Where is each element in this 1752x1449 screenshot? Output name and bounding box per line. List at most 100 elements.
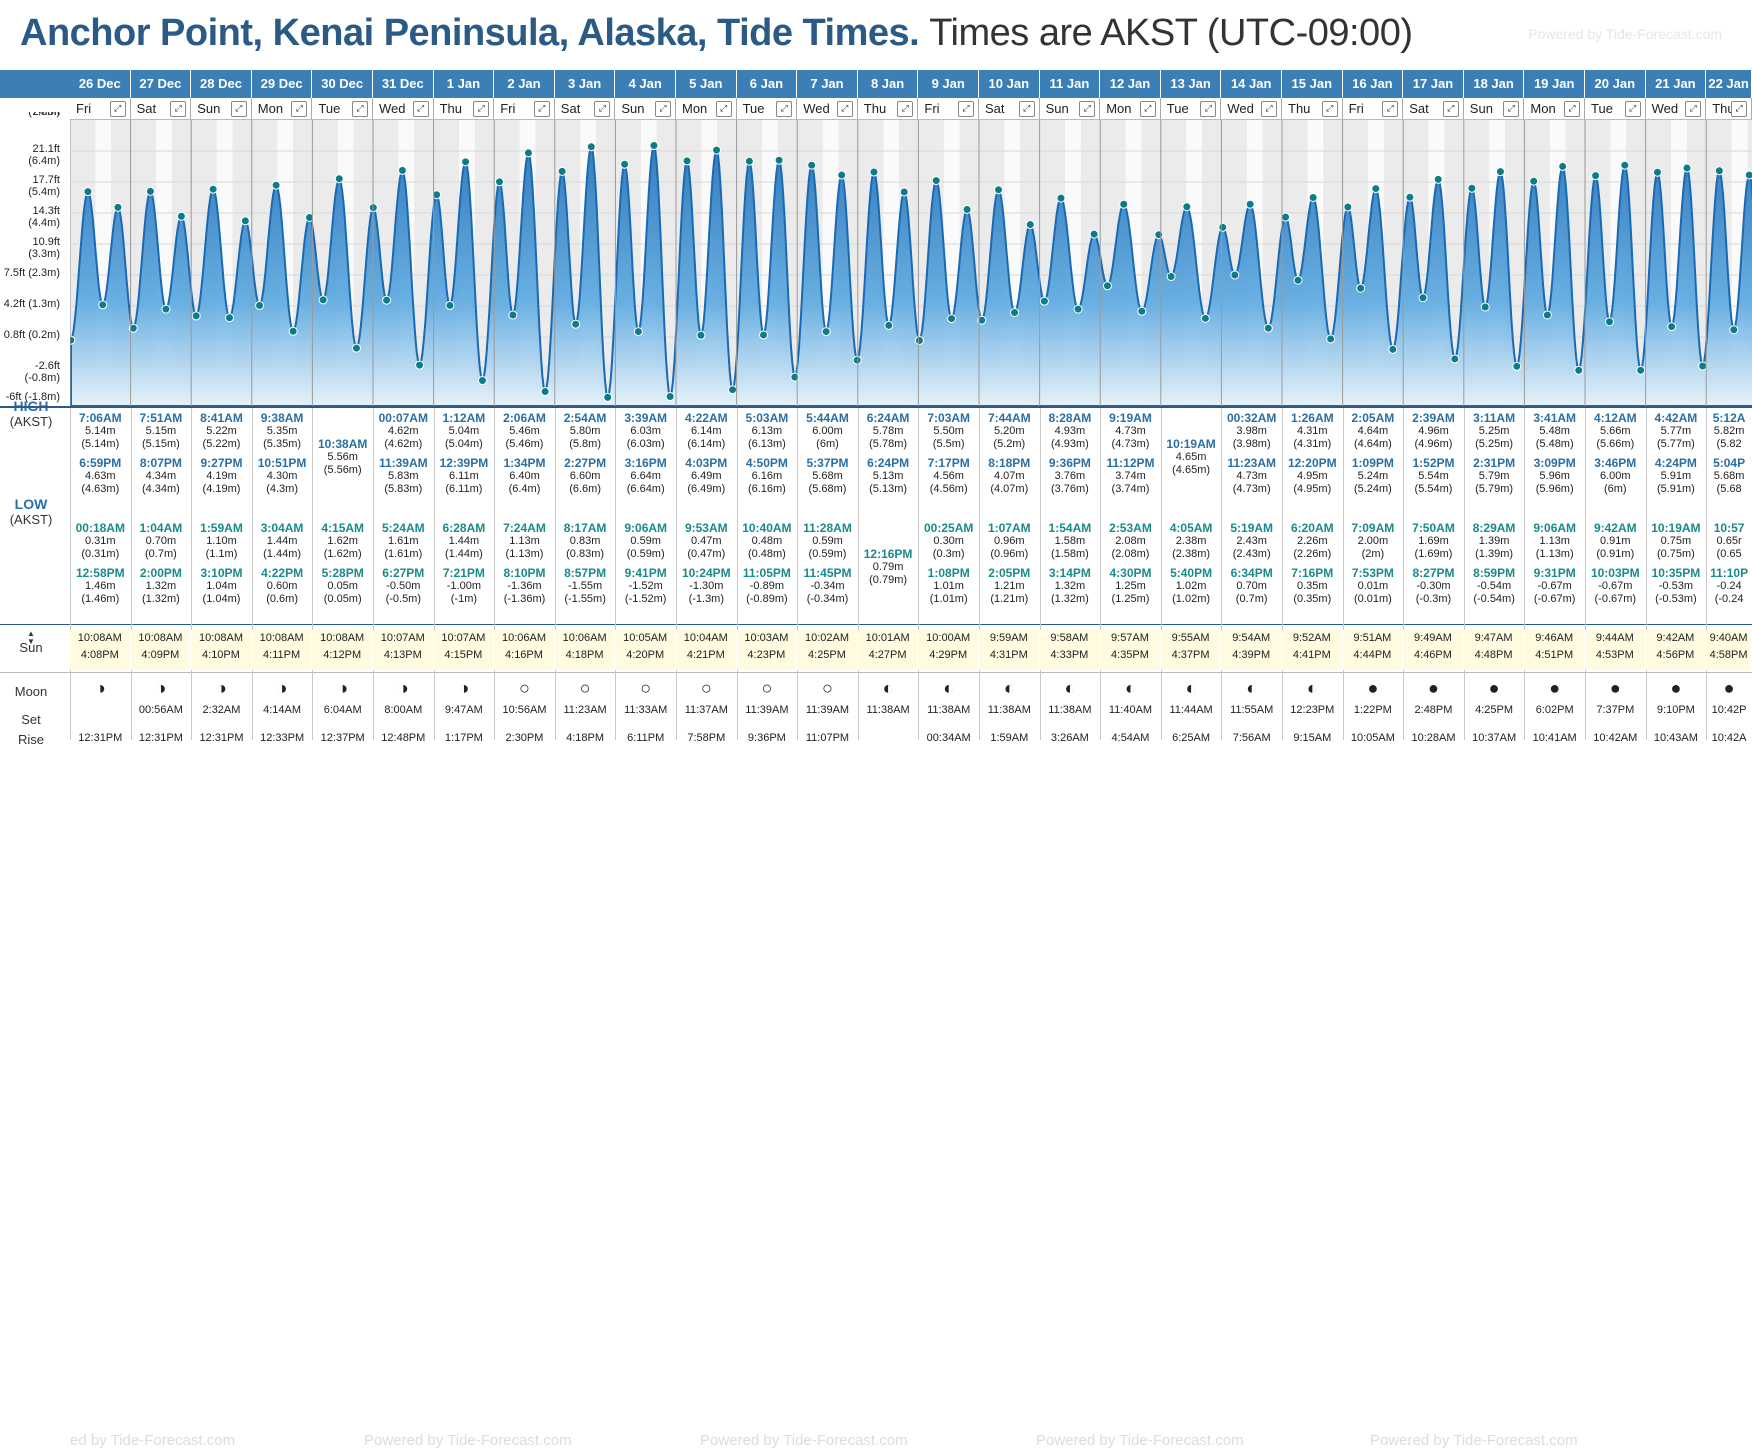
tide-extreme-point[interactable]	[1245, 199, 1255, 209]
expand-icon[interactable]: ⤢	[1200, 101, 1217, 117]
day-header[interactable]: Tue ⤢	[1160, 98, 1222, 120]
tide-extreme-point[interactable]	[1729, 325, 1739, 335]
tide-extreme-point[interactable]	[1698, 361, 1708, 371]
tide-extreme-point[interactable]	[382, 295, 392, 305]
tide-extreme-point[interactable]	[603, 392, 613, 402]
tide-extreme-point[interactable]	[1574, 365, 1584, 375]
expand-icon[interactable]: ⤢	[1685, 101, 1702, 117]
tide-extreme-point[interactable]	[461, 157, 471, 167]
tide-extreme-point[interactable]	[1744, 170, 1752, 180]
tide-extreme-point[interactable]	[1326, 334, 1336, 344]
expand-icon[interactable]: ⤢	[1382, 101, 1399, 117]
tide-extreme-point[interactable]	[1558, 161, 1568, 171]
tide-extreme-point[interactable]	[571, 319, 581, 329]
tide-extreme-point[interactable]	[415, 360, 425, 370]
day-header[interactable]: Tue ⤢	[736, 98, 798, 120]
tide-extreme-point[interactable]	[1010, 308, 1020, 318]
day-header[interactable]: Sat ⤢	[130, 98, 192, 120]
tide-extreme-point[interactable]	[1293, 275, 1303, 285]
tide-extreme-point[interactable]	[931, 176, 941, 186]
day-header[interactable]: Fri ⤢	[70, 98, 131, 120]
tide-extreme-point[interactable]	[712, 145, 722, 155]
tide-extreme-point[interactable]	[318, 295, 328, 305]
tide-extreme-point[interactable]	[899, 187, 909, 197]
tide-extreme-point[interactable]	[1089, 229, 1099, 239]
tide-extreme-point[interactable]	[352, 343, 362, 353]
expand-icon[interactable]: ⤢	[1442, 101, 1459, 117]
tide-extreme-point[interactable]	[432, 190, 442, 200]
tide-extreme-point[interactable]	[1039, 296, 1049, 306]
tide-extreme-point[interactable]	[83, 187, 93, 197]
tide-extreme-point[interactable]	[852, 355, 862, 365]
day-header[interactable]: Sun ⤢	[1463, 98, 1525, 120]
expand-icon[interactable]: ⤢	[1139, 101, 1156, 117]
tide-extreme-point[interactable]	[445, 300, 455, 310]
tide-extreme-point[interactable]	[540, 387, 550, 397]
tide-extreme-point[interactable]	[1356, 283, 1366, 293]
day-header[interactable]: Fri ⤢	[494, 98, 555, 120]
tide-extreme-point[interactable]	[1119, 199, 1129, 209]
tide-extreme-point[interactable]	[1495, 167, 1505, 177]
tide-extreme-point[interactable]	[977, 315, 987, 325]
expand-icon[interactable]: ⤢	[109, 101, 126, 117]
tide-extreme-point[interactable]	[1591, 171, 1601, 181]
tide-extreme-point[interactable]	[1636, 365, 1646, 375]
tide-extreme-point[interactable]	[240, 216, 250, 226]
tide-extreme-point[interactable]	[1405, 192, 1415, 202]
tide-extreme-point[interactable]	[1281, 212, 1291, 222]
day-header[interactable]: Thu ⤢	[857, 98, 919, 120]
tide-extreme-point[interactable]	[807, 160, 817, 170]
tide-extreme-point[interactable]	[1200, 313, 1210, 323]
tide-extreme-point[interactable]	[304, 212, 314, 222]
tide-extreme-point[interactable]	[1182, 202, 1192, 212]
tide-extreme-point[interactable]	[191, 311, 201, 321]
expand-icon[interactable]: ⤢	[1018, 101, 1035, 117]
tide-extreme-point[interactable]	[1542, 310, 1552, 320]
tide-extreme-point[interactable]	[947, 314, 957, 324]
expand-icon[interactable]: ⤢	[291, 101, 308, 117]
tide-extreme-point[interactable]	[1604, 317, 1614, 327]
tide-extreme-point[interactable]	[1480, 302, 1490, 312]
tide-extreme-point[interactable]	[1529, 176, 1539, 186]
expand-icon[interactable]: ⤢	[1503, 101, 1520, 117]
day-header[interactable]: Mon ⤢	[1524, 98, 1585, 120]
tide-extreme-point[interactable]	[145, 186, 155, 196]
tide-extreme-point[interactable]	[208, 184, 218, 194]
day-header[interactable]: Wed ⤢	[373, 98, 434, 120]
expand-icon[interactable]: ⤢	[1730, 101, 1747, 117]
tide-extreme-point[interactable]	[255, 300, 265, 310]
tide-extreme-point[interactable]	[914, 335, 924, 345]
tide-extreme-point[interactable]	[1343, 202, 1353, 212]
expand-icon[interactable]: ⤢	[654, 101, 671, 117]
tide-extreme-point[interactable]	[869, 167, 879, 177]
tide-extreme-point[interactable]	[1467, 183, 1477, 193]
expand-icon[interactable]: ⤢	[230, 101, 247, 117]
tide-extreme-point[interactable]	[1682, 163, 1692, 173]
tide-extreme-point[interactable]	[70, 335, 76, 345]
day-header[interactable]: Tue ⤢	[1585, 98, 1646, 120]
tide-extreme-point[interactable]	[1714, 166, 1724, 176]
tide-extreme-point[interactable]	[665, 391, 675, 401]
day-header[interactable]: Wed ⤢	[1221, 98, 1282, 120]
expand-icon[interactable]: ⤢	[1321, 101, 1338, 117]
tide-extreme-point[interactable]	[1620, 160, 1630, 170]
tide-extreme-point[interactable]	[962, 204, 972, 214]
tide-extreme-point[interactable]	[1025, 220, 1035, 230]
tide-extreme-point[interactable]	[1652, 167, 1662, 177]
tide-extreme-point[interactable]	[1667, 322, 1677, 332]
day-header[interactable]: Fri ⤢	[1342, 98, 1404, 120]
day-header[interactable]: Sat ⤢	[979, 98, 1040, 120]
day-header[interactable]: Mon ⤢	[676, 98, 737, 120]
day-header[interactable]: Thu ⤢	[1706, 98, 1752, 120]
expand-icon[interactable]: ⤢	[1260, 101, 1277, 117]
tide-extreme-point[interactable]	[744, 156, 754, 166]
tide-extreme-point[interactable]	[633, 327, 643, 337]
tide-extreme-point[interactable]	[1056, 193, 1066, 203]
day-header[interactable]: Thu ⤢	[433, 98, 495, 120]
tide-extreme-point[interactable]	[271, 180, 281, 190]
day-header[interactable]: Thu ⤢	[1282, 98, 1343, 120]
tide-extreme-point[interactable]	[1073, 304, 1083, 314]
tide-extreme-point[interactable]	[1450, 354, 1460, 364]
tide-extreme-point[interactable]	[759, 330, 769, 340]
tide-extreme-point[interactable]	[477, 375, 487, 385]
